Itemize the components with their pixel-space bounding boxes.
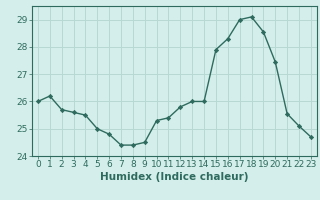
X-axis label: Humidex (Indice chaleur): Humidex (Indice chaleur) <box>100 172 249 182</box>
